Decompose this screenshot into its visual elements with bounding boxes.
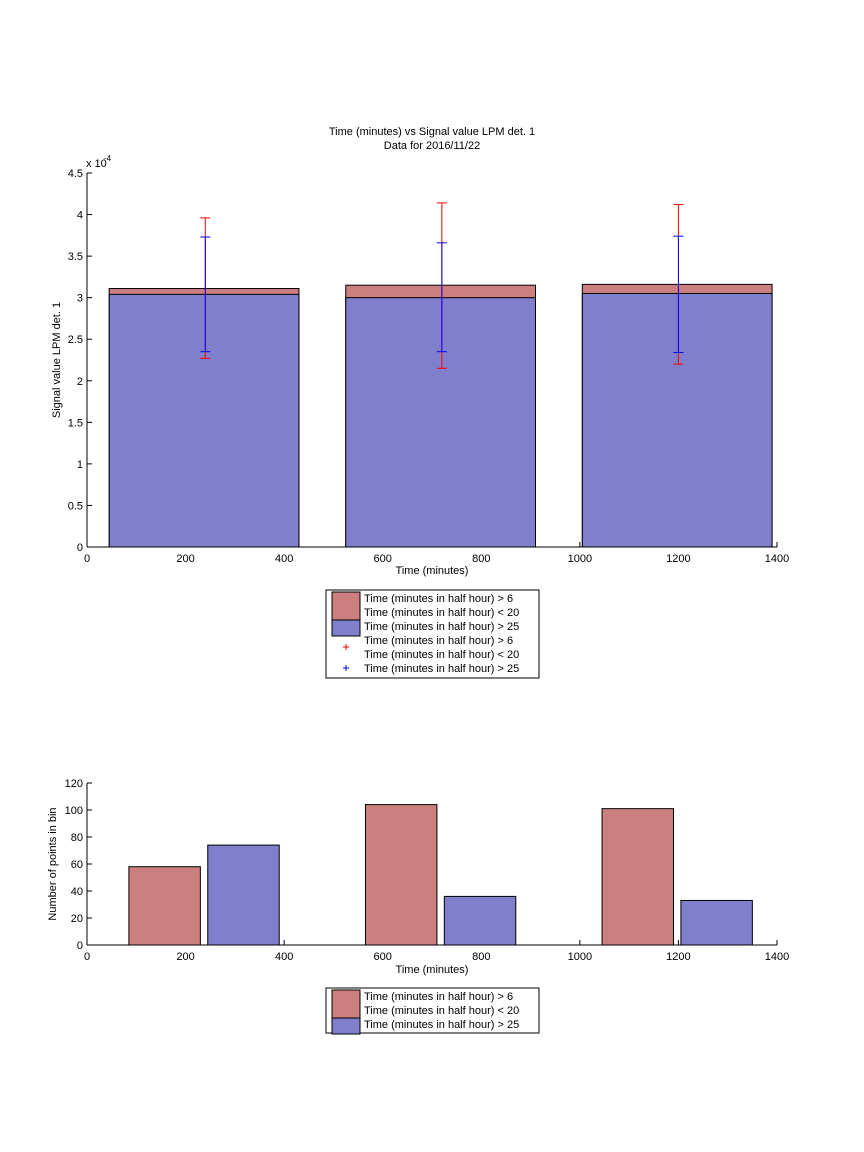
top-y-tick-label: 3 <box>77 293 83 305</box>
bottom-x-tick-label: 1000 <box>568 951 592 963</box>
top-y-tick-label: 1.5 <box>68 417 83 429</box>
bottom-x-tick-label: 600 <box>374 951 392 963</box>
top-x-tick-label: 1400 <box>765 553 789 565</box>
bottom-legend-entry-text: Time (minutes in half hour) > 6 <box>364 991 513 1003</box>
bottom-x-tick-label: 400 <box>275 951 293 963</box>
top-legend-entry-text: Time (minutes in half hour) < 20 <box>364 607 519 619</box>
bottom-legend-entry-text: Time (minutes in half hour) < 20 <box>364 1005 519 1017</box>
top-legend-frame <box>325 589 540 679</box>
bottom-bar <box>128 866 201 946</box>
top-y-tick-label: 4 <box>77 210 83 222</box>
top-chart: Time (minutes) vs Signal value LPM det. … <box>51 126 790 679</box>
top-chart-legend: Time (minutes in half hour) > 6 Time (min… <box>325 589 540 679</box>
top-x-tick-label: 800 <box>472 553 490 565</box>
bottom-y-tick-label: 60 <box>71 859 83 871</box>
top-x-tick-label: 1000 <box>568 553 592 565</box>
top-chart-exponent-power: -4 <box>104 154 112 163</box>
top-legend-swatch <box>331 619 361 637</box>
bottom-x-tick-label: 0 <box>84 951 90 963</box>
top-plot-area: 0 200 400 600 800 1000 1200 1400 0 0.5 1 1.5 2 2.5 3 3.… <box>68 168 790 565</box>
bottom-chart-ylabel: Number of points in bin <box>47 807 59 920</box>
top-chart-subtitle: Data for 2016/11/22 <box>384 140 480 152</box>
top-x-tick-label: 1200 <box>666 553 690 565</box>
bottom-chart: 0 200 400 600 800 1000 1200 1400 0 20 40 60 80 100 120… <box>47 778 790 1035</box>
bottom-y-tick-label: 80 <box>71 832 83 844</box>
bottom-x-tick-label: 800 <box>472 951 490 963</box>
bottom-y-tick-label: 20 <box>71 913 83 925</box>
top-bar-blue <box>108 293 300 548</box>
bottom-bar <box>443 895 517 946</box>
bottom-y-tick-label: 40 <box>71 886 83 898</box>
top-legend-entry-text: Time (minutes in half hour) > 25 <box>364 663 519 675</box>
top-y-tick-label: 4.5 <box>68 168 83 180</box>
bottom-bar <box>207 844 280 946</box>
top-x-tick-label: 400 <box>275 553 293 565</box>
top-bar-blue <box>345 297 536 548</box>
bottom-bar <box>680 899 753 946</box>
bottom-chart-xlabel: Time (minutes) <box>396 964 469 976</box>
bottom-chart-legend: Time (minutes in half hour) > 6 Time (min… <box>325 987 540 1035</box>
top-x-tick-label: 0 <box>84 553 90 565</box>
bottom-legend-swatch <box>331 1017 361 1035</box>
top-y-tick-label: 3.5 <box>68 251 83 263</box>
top-chart-title: Time (minutes) vs Signal value LPM det. … <box>329 126 535 138</box>
top-bar-blue <box>581 293 773 548</box>
bottom-x-tick-label: 200 <box>176 951 194 963</box>
top-chart-exponent-label: x 10 <box>86 158 107 170</box>
bottom-bar <box>601 808 674 946</box>
top-x-tick-label: 600 <box>374 553 392 565</box>
bottom-y-tick-label: 0 <box>77 940 83 952</box>
top-legend-entry-text: Time (minutes in half hour) > 25 <box>364 621 519 633</box>
top-legend-entry-text: Time (minutes in half hour) > 6 <box>364 635 513 647</box>
top-legend-swatch <box>331 591 361 623</box>
top-y-tick-label: 0.5 <box>68 500 83 512</box>
bottom-legend-frame <box>325 987 540 1034</box>
top-legend-entry-text: Time (minutes in half hour) > 6 <box>364 593 513 605</box>
bottom-y-tick-label: 120 <box>65 778 83 790</box>
bottom-x-tick-label: 1400 <box>765 951 789 963</box>
top-x-tick-label: 200 <box>176 553 194 565</box>
bottom-legend-entry-text: Time (minutes in half hour) > 25 <box>364 1019 519 1031</box>
top-y-tick-label: 2 <box>77 376 83 388</box>
bottom-bar <box>364 804 438 946</box>
bottom-x-tick-label: 1200 <box>666 951 690 963</box>
top-y-tick-label: 0 <box>77 542 83 554</box>
bottom-y-tick-label: 100 <box>65 805 83 817</box>
bottom-legend-swatch <box>331 989 361 1021</box>
top-chart-xlabel: Time (minutes) <box>396 565 469 577</box>
top-legend-entry-text: Time (minutes in half hour) < 20 <box>364 649 519 661</box>
top-y-tick-label: 2.5 <box>68 334 83 346</box>
bottom-plot-area: 0 200 400 600 800 1000 1200 1400 0 20 40 60 80 100 120 <box>65 778 790 963</box>
top-chart-ylabel: Signal value LPM det. 1 <box>51 302 63 418</box>
top-y-tick-label: 1 <box>77 459 83 471</box>
